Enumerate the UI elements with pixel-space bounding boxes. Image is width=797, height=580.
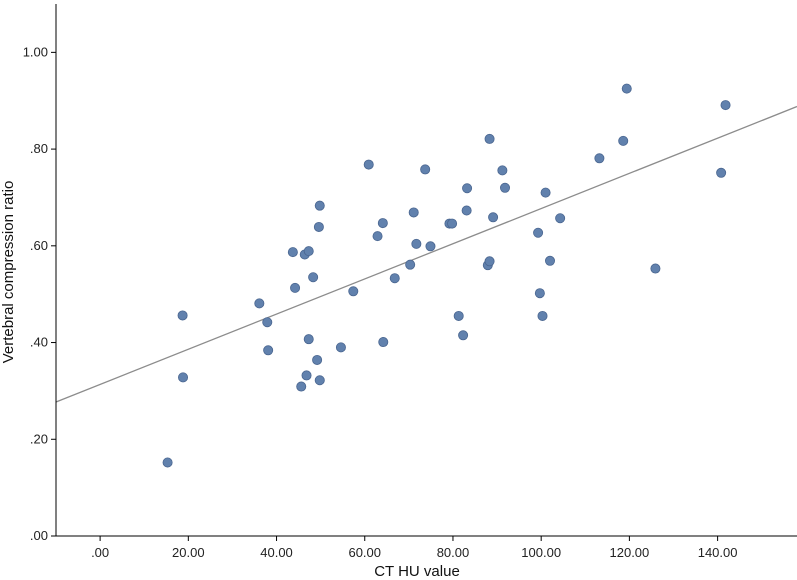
data-point — [500, 182, 511, 193]
data-point — [408, 207, 419, 218]
data-point — [484, 256, 495, 267]
data-point — [594, 153, 605, 164]
data-point — [453, 310, 464, 321]
axes — [51, 4, 797, 541]
data-point — [497, 165, 508, 176]
data-point — [377, 218, 388, 229]
data-point — [263, 345, 274, 356]
data-point — [533, 227, 544, 238]
data-point — [420, 164, 431, 175]
data-point — [425, 241, 436, 252]
data-point — [178, 372, 189, 383]
data-point — [303, 246, 314, 257]
data-point — [540, 187, 551, 198]
data-point — [312, 354, 323, 365]
y-tick-label: .20 — [30, 431, 48, 446]
data-point — [348, 286, 359, 297]
data-point — [545, 255, 556, 266]
y-tick-label: .80 — [30, 141, 48, 156]
data-point — [462, 183, 473, 194]
data-point — [447, 218, 458, 229]
data-point — [458, 330, 469, 341]
x-tick-label: 60.00 — [348, 545, 381, 560]
data-point — [534, 288, 545, 299]
data-point — [411, 238, 422, 249]
data-point — [363, 159, 374, 170]
data-point — [555, 213, 566, 224]
data-point — [488, 212, 499, 223]
data-point — [301, 370, 312, 381]
data-point — [308, 272, 319, 283]
fit-line — [55, 105, 797, 403]
data-point — [287, 247, 298, 258]
data-point — [254, 298, 265, 309]
data-point — [177, 310, 188, 321]
y-tick-label: .40 — [30, 335, 48, 350]
data-point — [461, 205, 472, 216]
x-tick-label: 120.00 — [610, 545, 650, 560]
y-tick-label: .00 — [30, 528, 48, 543]
data-point — [378, 337, 389, 348]
data-point — [720, 100, 731, 111]
data-point — [313, 221, 324, 232]
data-point — [537, 310, 548, 321]
data-point — [335, 342, 346, 353]
x-tick-label: 140.00 — [698, 545, 738, 560]
data-point — [262, 317, 273, 328]
data-point — [650, 263, 661, 274]
data-points — [162, 83, 731, 468]
x-tick-label: 100.00 — [521, 545, 561, 560]
y-tick-label: .60 — [30, 238, 48, 253]
data-point — [290, 282, 301, 293]
data-point — [716, 167, 727, 178]
x-tick-label: 40.00 — [260, 545, 293, 560]
data-point — [303, 334, 314, 345]
data-point — [296, 381, 307, 392]
tick-labels: .00 .20 .40 .60 .80 1.00 .00 20.00 40.00 60.00 80.… — [23, 44, 738, 560]
data-point — [618, 135, 629, 146]
x-tick-label: .00 — [91, 545, 109, 560]
data-point — [621, 83, 632, 94]
data-point — [405, 259, 416, 270]
x-tick-label: 80.00 — [437, 545, 470, 560]
y-tick-label: 1.00 — [23, 44, 48, 59]
data-point — [162, 457, 173, 468]
data-point — [389, 273, 400, 284]
data-point — [372, 231, 383, 242]
fit-line-layer — [55, 105, 797, 403]
x-axis-title: CT HU value — [374, 563, 460, 580]
y-axis-title: Vertebral compression ratio — [0, 181, 17, 364]
data-point — [314, 200, 325, 211]
data-point — [314, 375, 325, 386]
x-tick-label: 20.00 — [172, 545, 205, 560]
data-point — [484, 133, 495, 144]
